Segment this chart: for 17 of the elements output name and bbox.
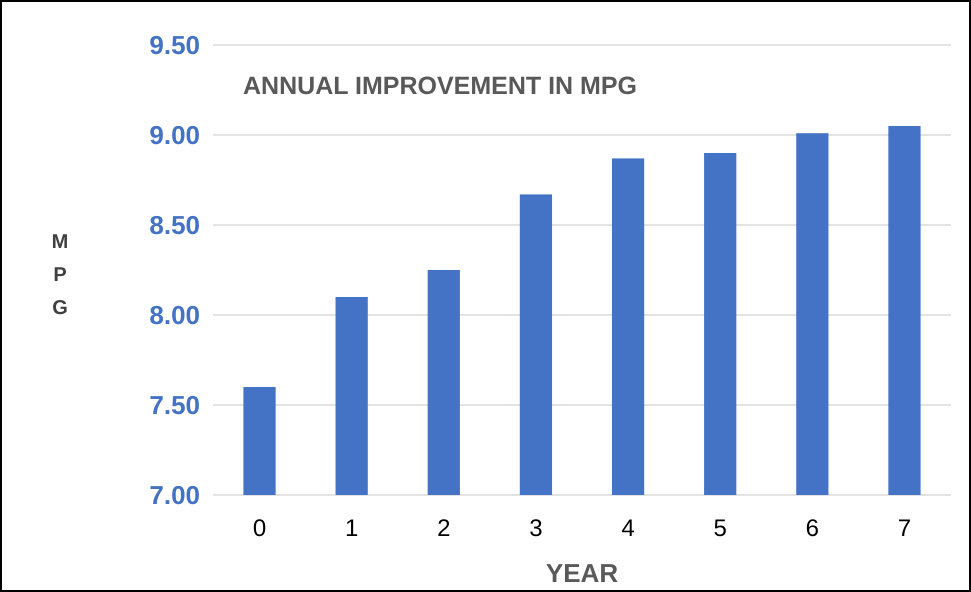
- x-tick-label: 6: [806, 515, 820, 542]
- x-axis-title: YEAR: [546, 558, 618, 588]
- text: ANNUAL IMPROVEMENT IN MPG: [243, 72, 637, 100]
- y-tick-label: 8.50: [149, 210, 200, 240]
- y-tick-label: 9.00: [149, 120, 200, 150]
- x-tick-label: 4: [621, 515, 635, 542]
- x-tick-label: 7: [898, 515, 912, 542]
- y-tick-label: 7.50: [149, 390, 200, 420]
- x-tick-label: 5: [714, 515, 727, 542]
- y-tick-label: 8.00: [149, 300, 200, 330]
- x-tick-label: 2: [437, 515, 450, 542]
- x-tick-label: 0: [252, 515, 266, 542]
- y-tick-label: 9.50: [149, 30, 200, 60]
- x-tick-label: 3: [529, 515, 543, 542]
- x-tick-label: 1: [344, 515, 358, 542]
- y-tick-label: 7.00: [149, 480, 200, 510]
- y-axis-title: MPG: [52, 231, 68, 319]
